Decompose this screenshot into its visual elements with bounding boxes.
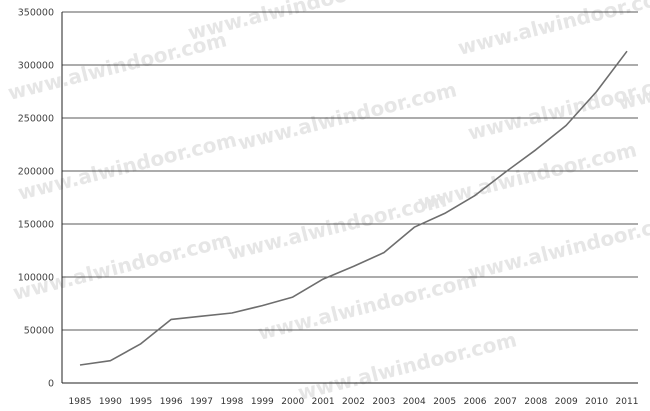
x-tick-label: 2001: [312, 397, 335, 407]
watermark-text: www.alwindoor.com: [235, 77, 459, 155]
watermark-text: www.alwindoor.com: [465, 207, 650, 285]
series-line: [79, 50, 628, 366]
x-tick-label: 1995: [129, 397, 152, 407]
watermark-text: www.alwindoor.com: [455, 0, 650, 60]
y-tick-label: 350000: [18, 8, 54, 19]
x-tick-label: 2005: [433, 397, 456, 407]
x-tick-label: 2004: [403, 397, 426, 407]
y-axis-ticks: 0 50000 100000 150000 200000 250000 300000 3500…: [18, 8, 54, 390]
watermark-text: www.alwindoor.com: [255, 267, 479, 345]
x-tick-label: 1998: [220, 397, 243, 407]
x-tick-label: 1999: [251, 397, 274, 407]
x-tick-label: 2000: [281, 397, 304, 407]
x-tick-label: 1996: [160, 397, 183, 407]
y-tick-label: 100000: [18, 273, 54, 284]
y-tick-label: 300000: [18, 61, 54, 72]
x-tick-label: 2007: [494, 397, 517, 407]
y-tick-label: 250000: [18, 114, 54, 125]
x-tick-label: 1985: [69, 397, 92, 407]
x-tick-label: 2010: [585, 397, 608, 407]
x-tick-label: 2002: [342, 397, 365, 407]
x-tick-label: 1990: [99, 397, 122, 407]
y-tick-label: 0: [48, 379, 54, 390]
y-tick-label: 200000: [18, 167, 54, 178]
x-tick-label: 2009: [555, 397, 578, 407]
x-tick-label: 1997: [190, 397, 213, 407]
x-tick-label: 2003: [372, 397, 395, 407]
x-tick-label: 2008: [524, 397, 547, 407]
x-tick-label: 2011: [616, 397, 639, 407]
x-axis-ticks: 1985 1990 1995 1996 1997 1998 1999 2000 2001 2002…: [69, 397, 639, 407]
x-tick-label: 2006: [464, 397, 487, 407]
watermark-text: www.alwindoor.com: [10, 227, 234, 305]
y-tick-label: 50000: [24, 326, 54, 337]
gridlines: [61, 11, 638, 384]
series-layer: [79, 50, 628, 366]
watermark-text: www.alwindoor.com: [415, 137, 639, 215]
watermark-text: www.alwindoor.com: [295, 327, 519, 405]
y-tick-label: 150000: [18, 220, 54, 231]
